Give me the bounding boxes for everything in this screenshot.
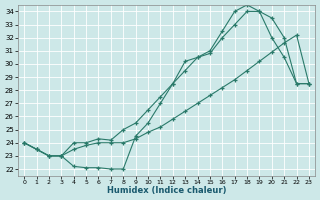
X-axis label: Humidex (Indice chaleur): Humidex (Indice chaleur) (107, 186, 226, 195)
